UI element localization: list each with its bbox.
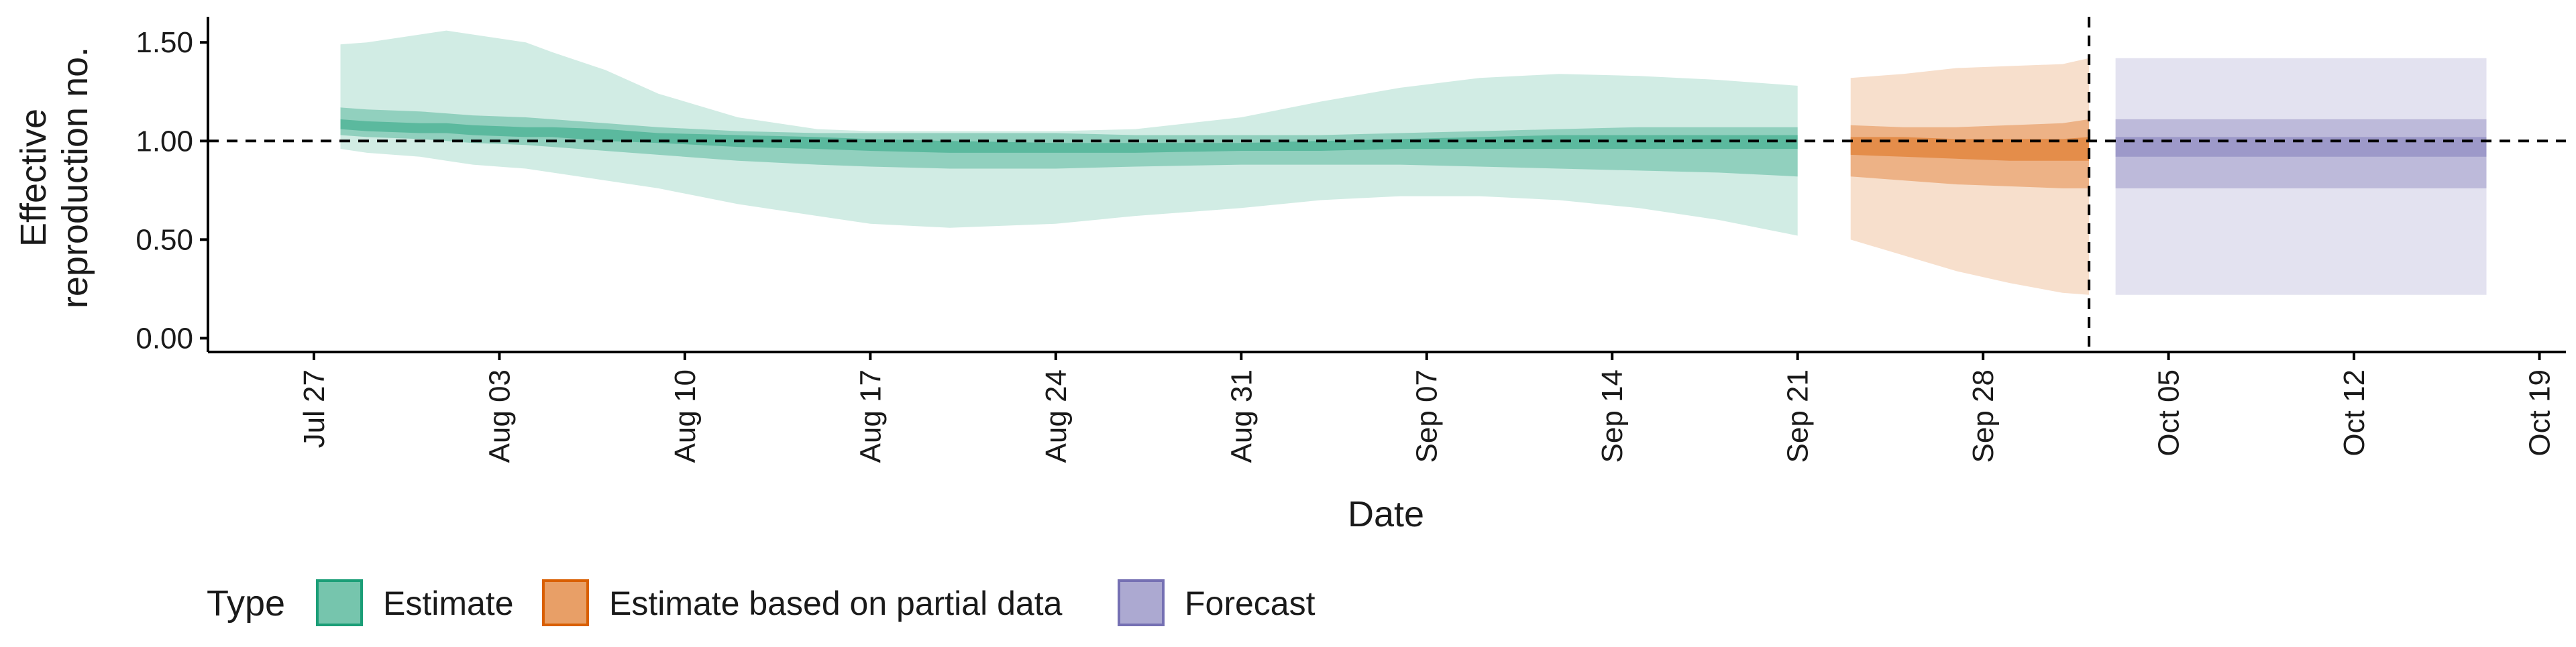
band-estimate-based-on-partial-data-90: [1850, 58, 2090, 295]
x-tick-label: Oct 05: [2153, 369, 2186, 457]
y-axis-title-line-2: reproduction no.: [55, 47, 95, 308]
x-axis-title: Date: [1348, 494, 1424, 534]
y-tick-label: 0.00: [136, 322, 193, 355]
legend-label-forecast: Forecast: [1185, 585, 1316, 622]
x-tick-label: Sep 14: [1596, 369, 1629, 463]
y-tick-label: 1.00: [136, 125, 193, 158]
x-tick-label: Aug 03: [483, 369, 516, 463]
x-tick-label: Oct 19: [2524, 369, 2557, 457]
band-forecast-50: [2115, 119, 2487, 188]
legend-label-estimate: Estimate: [383, 585, 514, 622]
legend: Type Estimate Estimate based on partial d…: [207, 579, 1316, 626]
legend-key-estimate: [316, 579, 363, 626]
y-tick-label: 1.50: [136, 26, 193, 59]
x-tick-label: Aug 24: [1040, 369, 1073, 463]
legend-key-estimate-based-on-partial-data: [542, 579, 589, 626]
x-tick-label: Sep 07: [1411, 369, 1444, 463]
band-estimate-90: [340, 30, 1798, 236]
x-tick-label: Aug 31: [1225, 369, 1258, 463]
band-estimate-based-on-partial-data-20: [1850, 137, 2090, 161]
x-tick-label: Aug 10: [669, 369, 702, 463]
band-forecast-90: [2115, 58, 2487, 295]
legend-title: Type: [207, 583, 285, 624]
band-estimate-based-on-partial-data-50: [1850, 119, 2090, 188]
x-tick-label: Oct 12: [2338, 369, 2371, 457]
legend-key-forecast: [1118, 579, 1165, 626]
band-estimate-20: [340, 119, 1798, 153]
legend-label-estimate-based-on-partial-data: Estimate based on partial data: [609, 585, 1063, 622]
x-tick-label: Jul 27: [298, 369, 331, 448]
x-tick-label: Sep 28: [1967, 369, 2000, 463]
x-tick-label: Sep 21: [1782, 369, 1815, 463]
axes: 0.00 0.50 1.00 1.50 Jul 27 Aug 03 Aug 10 Aug 17…: [136, 17, 2566, 463]
y-tick-label: 0.50: [136, 223, 193, 256]
bands-layer: [340, 30, 2487, 295]
band-estimate-50: [340, 107, 1798, 177]
y-axis-title: Effective reproduction no.: [13, 47, 95, 308]
y-axis-title-line-1: Effective: [13, 109, 54, 247]
x-tick-label: Aug 17: [854, 369, 887, 463]
